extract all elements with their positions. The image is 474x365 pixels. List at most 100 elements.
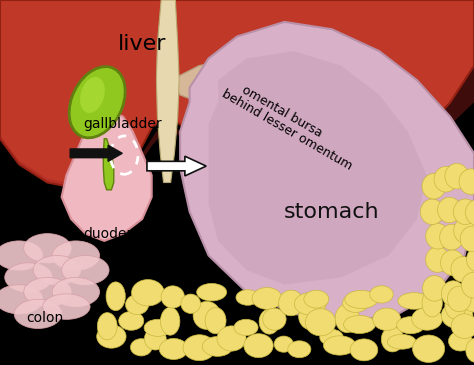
Ellipse shape xyxy=(0,241,43,270)
Ellipse shape xyxy=(323,336,356,355)
Ellipse shape xyxy=(299,303,327,330)
Polygon shape xyxy=(180,22,474,321)
Ellipse shape xyxy=(441,250,465,276)
Ellipse shape xyxy=(451,314,474,338)
Ellipse shape xyxy=(445,164,469,189)
Ellipse shape xyxy=(0,285,43,314)
Text: colon: colon xyxy=(27,311,64,324)
Ellipse shape xyxy=(422,289,442,317)
Ellipse shape xyxy=(43,294,90,319)
Ellipse shape xyxy=(441,281,465,306)
Ellipse shape xyxy=(420,199,444,224)
Ellipse shape xyxy=(412,335,445,362)
Ellipse shape xyxy=(234,319,258,335)
Ellipse shape xyxy=(288,341,311,358)
Ellipse shape xyxy=(454,199,474,224)
Ellipse shape xyxy=(161,286,184,308)
Polygon shape xyxy=(103,139,114,190)
Ellipse shape xyxy=(160,307,180,335)
Polygon shape xyxy=(171,58,360,190)
Ellipse shape xyxy=(236,290,260,305)
Ellipse shape xyxy=(320,329,343,345)
Ellipse shape xyxy=(97,312,117,340)
Ellipse shape xyxy=(335,304,359,333)
Ellipse shape xyxy=(159,338,188,360)
Polygon shape xyxy=(0,66,474,190)
Ellipse shape xyxy=(24,234,71,263)
Ellipse shape xyxy=(397,316,425,334)
Text: stomach: stomach xyxy=(284,202,380,222)
Polygon shape xyxy=(70,145,122,161)
Ellipse shape xyxy=(441,303,473,328)
Ellipse shape xyxy=(465,200,474,225)
Ellipse shape xyxy=(52,241,100,270)
Text: duodenum: duodenum xyxy=(83,227,157,241)
Ellipse shape xyxy=(183,335,216,361)
Ellipse shape xyxy=(445,292,466,319)
Ellipse shape xyxy=(52,277,100,307)
Ellipse shape xyxy=(118,311,144,330)
Ellipse shape xyxy=(24,277,71,307)
Polygon shape xyxy=(62,110,152,241)
Ellipse shape xyxy=(460,226,474,252)
Ellipse shape xyxy=(181,294,201,314)
Ellipse shape xyxy=(426,247,449,272)
Ellipse shape xyxy=(197,284,227,301)
Ellipse shape xyxy=(33,255,81,285)
Ellipse shape xyxy=(14,299,62,328)
Text: liver: liver xyxy=(118,34,166,54)
Text: behind lesser omentum: behind lesser omentum xyxy=(219,87,354,172)
Ellipse shape xyxy=(202,337,233,356)
Ellipse shape xyxy=(438,197,461,223)
Ellipse shape xyxy=(466,247,474,272)
Ellipse shape xyxy=(193,301,220,330)
Ellipse shape xyxy=(62,255,109,285)
Ellipse shape xyxy=(106,282,125,311)
Ellipse shape xyxy=(274,336,293,352)
Ellipse shape xyxy=(373,308,401,330)
Ellipse shape xyxy=(252,288,282,309)
Ellipse shape xyxy=(279,290,303,316)
Ellipse shape xyxy=(381,327,404,352)
Ellipse shape xyxy=(422,173,446,199)
Ellipse shape xyxy=(126,295,149,315)
Ellipse shape xyxy=(343,293,369,312)
Ellipse shape xyxy=(398,293,430,309)
Ellipse shape xyxy=(97,325,126,348)
Ellipse shape xyxy=(426,223,449,249)
Ellipse shape xyxy=(144,319,172,337)
Ellipse shape xyxy=(448,331,472,351)
Ellipse shape xyxy=(423,276,447,301)
Ellipse shape xyxy=(345,291,378,308)
Ellipse shape xyxy=(80,77,105,113)
Ellipse shape xyxy=(69,66,125,138)
Polygon shape xyxy=(0,0,474,190)
Ellipse shape xyxy=(447,286,471,312)
Ellipse shape xyxy=(217,326,246,351)
Ellipse shape xyxy=(263,308,286,330)
Text: gallbladder: gallbladder xyxy=(83,117,162,131)
Ellipse shape xyxy=(130,339,152,356)
Ellipse shape xyxy=(459,169,474,195)
Ellipse shape xyxy=(350,339,378,361)
Polygon shape xyxy=(209,51,427,285)
Ellipse shape xyxy=(5,263,52,292)
Ellipse shape xyxy=(412,307,442,330)
Ellipse shape xyxy=(305,309,336,336)
Ellipse shape xyxy=(454,218,474,243)
Ellipse shape xyxy=(259,309,280,334)
Ellipse shape xyxy=(462,294,474,312)
Ellipse shape xyxy=(294,293,326,315)
Polygon shape xyxy=(147,156,206,176)
Ellipse shape xyxy=(304,290,329,308)
Ellipse shape xyxy=(434,166,458,192)
Polygon shape xyxy=(156,0,179,182)
Ellipse shape xyxy=(387,334,416,349)
Ellipse shape xyxy=(462,272,474,298)
Ellipse shape xyxy=(244,334,273,358)
Ellipse shape xyxy=(205,307,226,334)
Ellipse shape xyxy=(344,315,375,334)
Ellipse shape xyxy=(466,338,474,362)
Ellipse shape xyxy=(370,286,393,303)
Ellipse shape xyxy=(132,280,164,306)
